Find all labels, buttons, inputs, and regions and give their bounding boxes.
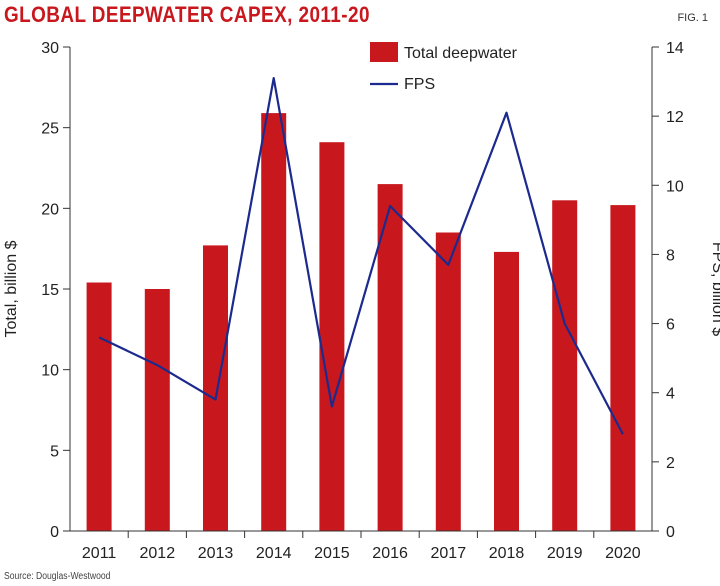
x-tick-label: 2018 [489,545,525,562]
line-group [98,76,624,435]
legend-bar-label: Total deepwater [404,45,518,62]
bar-2015 [319,142,345,531]
right-tick-label: 6 [666,317,675,334]
y-axis-title: Total, billion $ [3,240,20,337]
y2-axis-title: FPS, billion $ [709,242,720,336]
left-tick-label: 25 [41,121,59,138]
right-tick-label: 2 [666,455,675,472]
bar-2011 [86,282,112,531]
fps-line [98,76,624,435]
bar-2014 [261,113,287,531]
right-tick-label: 0 [666,524,675,541]
bar-2020 [610,205,636,531]
left-tick-label: 30 [41,40,59,57]
figure-number: FIG. 1 [677,12,708,24]
right-tick-label: 10 [666,178,684,195]
left-tick-label: 5 [50,443,59,460]
bar-2017 [435,232,461,531]
x-tick-label: 2015 [314,545,350,562]
x-tick-label: 2017 [431,545,467,562]
x-tick-label: 2012 [140,545,176,562]
chart-title: GLOBAL DEEPWATER CAPEX, 2011-20 [4,2,370,27]
x-tick-label: 2013 [198,545,234,562]
bar-2019 [552,200,578,532]
left-tick-label: 15 [41,282,59,299]
x-tick-label: 2011 [82,545,117,562]
legend: Total deepwater FPS [370,42,518,93]
x-tick-label: 2016 [372,545,408,562]
bars-group [86,113,636,532]
left-tick-label: 0 [50,524,59,541]
bar-2012 [144,289,170,531]
right-tick-label: 12 [666,109,684,126]
bar-2016 [377,184,403,531]
x-tick-label: 2019 [547,545,583,562]
source-note: Source: Douglas-Westwood [4,571,111,582]
left-tick-label: 20 [41,201,59,218]
axes-group: 0 5 10 15 20 25 30 0 2 4 6 8 10 12 14 2011 2012 2013 2014 2… [3,40,720,562]
x-tick-label: 2014 [256,545,292,562]
bar-2018 [494,251,519,531]
right-tick-label: 14 [666,40,684,57]
legend-line-label: FPS [404,76,435,93]
bar-2013 [203,245,228,531]
x-tick-label: 2020 [605,545,641,562]
left-tick-label: 10 [41,363,59,380]
legend-bar-swatch [370,42,398,62]
right-tick-label: 4 [666,386,675,403]
right-tick-label: 8 [666,247,675,264]
